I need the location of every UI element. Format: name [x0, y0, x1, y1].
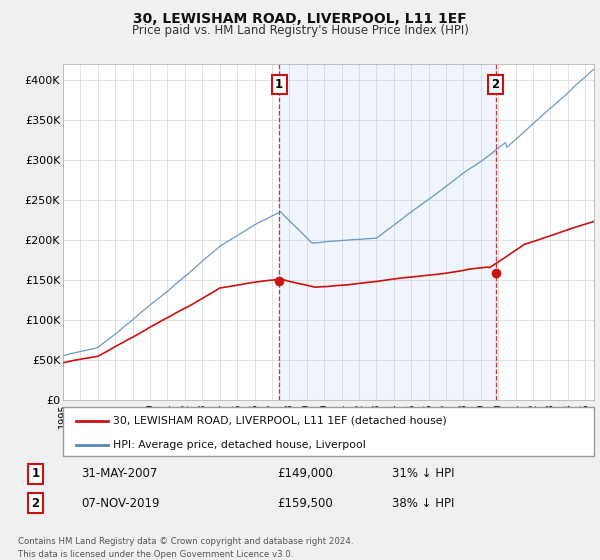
Text: 1: 1: [275, 78, 283, 91]
Text: HPI: Average price, detached house, Liverpool: HPI: Average price, detached house, Live…: [113, 440, 366, 450]
Text: Price paid vs. HM Land Registry's House Price Index (HPI): Price paid vs. HM Land Registry's House …: [131, 24, 469, 36]
Text: 2: 2: [491, 78, 500, 91]
Text: Contains HM Land Registry data © Crown copyright and database right 2024.
This d: Contains HM Land Registry data © Crown c…: [18, 538, 353, 559]
Text: 30, LEWISHAM ROAD, LIVERPOOL, L11 1EF (detached house): 30, LEWISHAM ROAD, LIVERPOOL, L11 1EF (d…: [113, 416, 447, 426]
Text: 07-NOV-2019: 07-NOV-2019: [82, 497, 160, 510]
FancyBboxPatch shape: [63, 407, 594, 456]
Text: 2: 2: [31, 497, 40, 510]
Text: £159,500: £159,500: [277, 497, 333, 510]
Text: £149,000: £149,000: [277, 468, 333, 480]
Text: 1: 1: [31, 468, 40, 480]
Text: 31-MAY-2007: 31-MAY-2007: [82, 468, 158, 480]
Text: 31% ↓ HPI: 31% ↓ HPI: [392, 468, 455, 480]
Text: 38% ↓ HPI: 38% ↓ HPI: [392, 497, 455, 510]
Bar: [279, 64, 496, 400]
Text: 30, LEWISHAM ROAD, LIVERPOOL, L11 1EF: 30, LEWISHAM ROAD, LIVERPOOL, L11 1EF: [133, 12, 467, 26]
